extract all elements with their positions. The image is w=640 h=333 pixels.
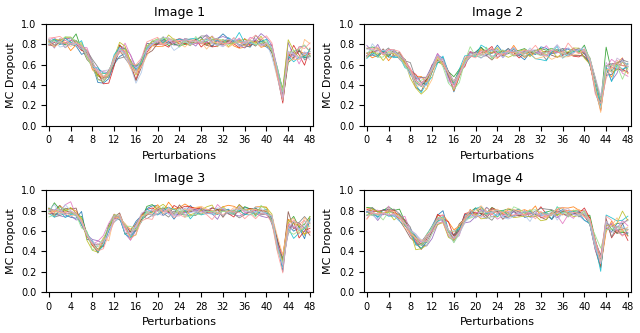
Y-axis label: MC Dropout: MC Dropout: [6, 208, 15, 274]
Title: Image 3: Image 3: [154, 172, 205, 185]
X-axis label: Perturbations: Perturbations: [460, 151, 535, 161]
Title: Image 1: Image 1: [154, 6, 205, 19]
Y-axis label: MC Dropout: MC Dropout: [6, 42, 15, 108]
Y-axis label: MC Dropout: MC Dropout: [323, 42, 333, 108]
X-axis label: Perturbations: Perturbations: [142, 151, 217, 161]
Y-axis label: MC Dropout: MC Dropout: [323, 208, 333, 274]
Title: Image 4: Image 4: [472, 172, 523, 185]
X-axis label: Perturbations: Perturbations: [142, 317, 217, 327]
X-axis label: Perturbations: Perturbations: [460, 317, 535, 327]
Title: Image 2: Image 2: [472, 6, 523, 19]
